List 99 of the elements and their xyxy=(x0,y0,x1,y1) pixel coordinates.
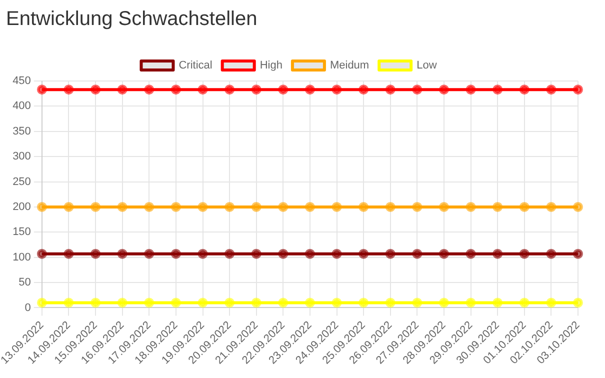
point xyxy=(144,248,154,259)
point xyxy=(412,248,422,259)
point xyxy=(438,248,449,259)
legend-label: Low xyxy=(416,60,437,72)
point xyxy=(224,248,235,259)
point xyxy=(358,202,369,212)
point xyxy=(358,298,369,308)
point xyxy=(492,248,503,259)
y-tick-label: 250 xyxy=(12,176,31,188)
point xyxy=(144,298,154,308)
point xyxy=(117,298,128,308)
point xyxy=(64,298,74,308)
point xyxy=(466,84,476,95)
point xyxy=(36,202,47,212)
point xyxy=(278,298,288,308)
point xyxy=(385,202,396,212)
y-tick-label: 450 xyxy=(12,75,31,88)
point xyxy=(278,202,288,212)
point xyxy=(573,202,583,212)
legend-label: High xyxy=(260,60,282,72)
point xyxy=(412,84,422,95)
point xyxy=(519,298,530,308)
point xyxy=(90,248,101,259)
point xyxy=(466,298,476,308)
point xyxy=(438,84,449,95)
point xyxy=(36,298,47,308)
point xyxy=(64,248,74,259)
point xyxy=(385,248,396,259)
point xyxy=(198,84,208,95)
point xyxy=(546,202,556,212)
point xyxy=(36,84,47,95)
point xyxy=(90,84,101,95)
point xyxy=(304,202,315,212)
point xyxy=(144,84,154,95)
point xyxy=(332,298,342,308)
point xyxy=(519,202,530,212)
point xyxy=(224,202,235,212)
point xyxy=(412,298,422,308)
point xyxy=(358,248,369,259)
legend-label: Meidum xyxy=(330,60,370,72)
y-tick-label: 150 xyxy=(12,226,31,238)
point xyxy=(224,298,235,308)
point xyxy=(492,84,503,95)
point xyxy=(438,298,449,308)
point xyxy=(332,202,342,212)
point xyxy=(36,248,47,259)
point xyxy=(573,248,583,259)
point xyxy=(64,202,74,212)
point xyxy=(304,248,315,259)
y-tick-label: 400 xyxy=(12,100,31,112)
point xyxy=(492,298,503,308)
point xyxy=(278,84,288,95)
point xyxy=(170,248,181,259)
point xyxy=(251,298,262,308)
point xyxy=(304,298,315,308)
point xyxy=(224,84,235,95)
point xyxy=(546,248,556,259)
point xyxy=(198,202,208,212)
y-tick-label: 300 xyxy=(12,150,31,163)
point xyxy=(304,84,315,95)
point xyxy=(573,298,583,308)
chart-title: Entwicklung Schwachstellen xyxy=(6,8,258,31)
point xyxy=(492,202,503,212)
point xyxy=(519,248,530,259)
y-tick-label: 200 xyxy=(12,200,31,213)
point xyxy=(412,202,422,212)
point xyxy=(198,248,208,259)
point xyxy=(117,202,128,212)
point xyxy=(251,84,262,95)
point xyxy=(198,298,208,308)
point xyxy=(170,84,181,95)
point xyxy=(64,84,74,95)
point xyxy=(117,84,128,95)
point xyxy=(144,202,154,212)
point xyxy=(546,84,556,95)
point xyxy=(117,248,128,259)
point xyxy=(278,248,288,259)
point xyxy=(251,248,262,259)
point xyxy=(251,202,262,212)
point xyxy=(466,202,476,212)
point xyxy=(573,84,583,95)
point xyxy=(385,298,396,308)
y-tick-label: 350 xyxy=(12,125,31,138)
point xyxy=(90,298,101,308)
point xyxy=(358,84,369,95)
point xyxy=(385,84,396,95)
y-tick-label: 50 xyxy=(18,276,31,289)
y-tick-label: 100 xyxy=(12,251,31,264)
point xyxy=(438,202,449,212)
point xyxy=(332,248,342,259)
point xyxy=(546,298,556,308)
y-tick-label: 0 xyxy=(24,302,31,314)
point xyxy=(466,248,476,259)
point xyxy=(90,202,101,212)
point xyxy=(519,84,530,95)
point xyxy=(332,84,342,95)
point xyxy=(170,202,181,212)
legend-label: Critical xyxy=(178,60,212,72)
point xyxy=(170,298,181,308)
